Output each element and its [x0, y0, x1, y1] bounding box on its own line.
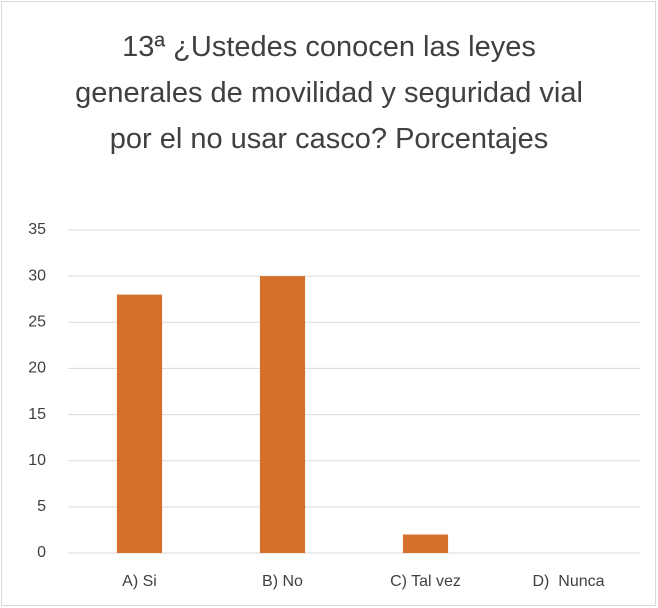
x-tick-label: B) No	[262, 573, 303, 590]
y-tick-label: 25	[28, 314, 46, 331]
y-tick-label: 15	[28, 406, 46, 423]
bar	[116, 294, 163, 553]
y-tick-label: 10	[28, 452, 46, 469]
x-tick-label: A) Si	[122, 573, 157, 590]
y-tick-label: 5	[37, 498, 46, 515]
bar	[402, 534, 449, 553]
y-tick-label: 0	[37, 544, 46, 561]
chart-title: 13ª ¿Ustedes conocen las leyes generales…	[75, 31, 591, 155]
x-tick-label: D) Nunca	[532, 573, 604, 590]
bar	[259, 276, 306, 553]
y-tick-label: 35	[28, 221, 46, 238]
x-tick-label: C) Tal vez	[390, 573, 461, 590]
y-tick-label: 20	[28, 360, 46, 377]
y-tick-label: 30	[28, 267, 46, 284]
